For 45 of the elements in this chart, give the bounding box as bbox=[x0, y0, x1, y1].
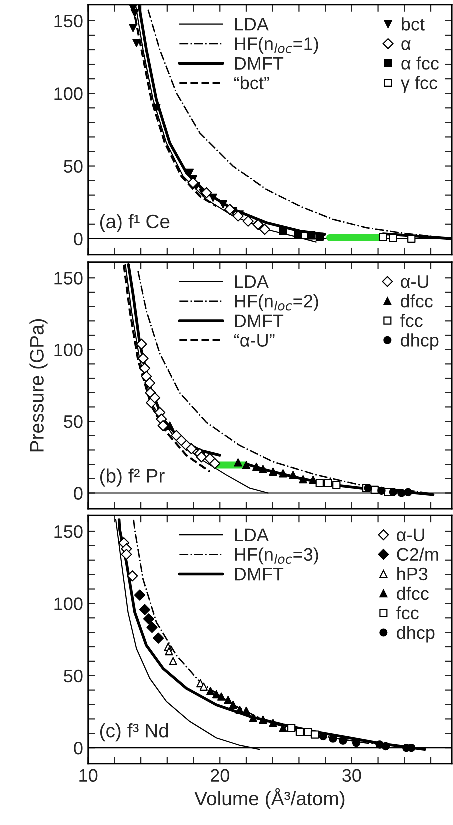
annotation: (a) f¹ Ce bbox=[100, 214, 170, 232]
x-tick-label: 30 bbox=[342, 769, 362, 782]
y-tick-label: 150 bbox=[54, 272, 83, 285]
legend-label: “bct” bbox=[234, 76, 270, 90]
x-axis-title: Volume (Å³/atom) bbox=[194, 788, 345, 810]
legend-label: HF(n$_{loc}$=3) bbox=[235, 548, 318, 565]
legend-label: LDA bbox=[235, 18, 269, 31]
legend-label: hP3 bbox=[398, 567, 428, 581]
annotation: (b) f² Pr bbox=[100, 468, 165, 487]
x-tick-label: 20 bbox=[211, 769, 230, 782]
legend-label: α fcc bbox=[402, 56, 439, 70]
y-tick-label: 0 bbox=[74, 742, 83, 755]
legend-label: dfcc bbox=[397, 586, 429, 600]
y-tick-label: 50 bbox=[64, 670, 83, 683]
legend-label: DMFT bbox=[235, 568, 284, 581]
legend-label: LDA bbox=[235, 528, 269, 542]
legend-label: fcc bbox=[396, 606, 419, 620]
x-tick-label: 10 bbox=[80, 769, 98, 782]
legend-label: DMFT bbox=[235, 314, 284, 328]
legend-label: α-U bbox=[401, 276, 428, 288]
legend-label: γ fcc bbox=[400, 76, 438, 94]
legend-label: fcc bbox=[400, 314, 423, 328]
legend-label: HF(n$_{loc}$=2) bbox=[235, 294, 318, 312]
legend-label: dhcp bbox=[397, 626, 435, 643]
y-axis-title: Pressure (GPa) bbox=[30, 319, 48, 452]
y-tick-label: 100 bbox=[54, 598, 83, 610]
legend-label: LDA bbox=[235, 276, 269, 288]
legend-label: “α-U” bbox=[234, 334, 275, 348]
legend-label: dhcp bbox=[401, 334, 439, 350]
legend-label: dfcc bbox=[401, 294, 433, 308]
legend-label: C2/m bbox=[397, 548, 438, 562]
legend-label: DMFT bbox=[235, 57, 284, 70]
y-tick-label: 50 bbox=[64, 160, 83, 173]
y-tick-label: 150 bbox=[54, 525, 83, 538]
legend-label: α bbox=[402, 40, 411, 50]
y-tick-label: 150 bbox=[54, 14, 83, 28]
legend-label: α-U bbox=[397, 528, 424, 542]
legend-label: bct bbox=[402, 18, 425, 31]
annotation: (c) f³ Nd bbox=[100, 723, 168, 742]
legend-label: HF(n$_{loc}$=1) bbox=[235, 37, 318, 54]
y-tick-label: 100 bbox=[54, 344, 83, 357]
y-tick-label: 0 bbox=[74, 487, 83, 500]
y-tick-label: 100 bbox=[54, 88, 83, 100]
y-tick-label: 50 bbox=[64, 415, 83, 428]
y-tick-label: 0 bbox=[74, 232, 83, 246]
